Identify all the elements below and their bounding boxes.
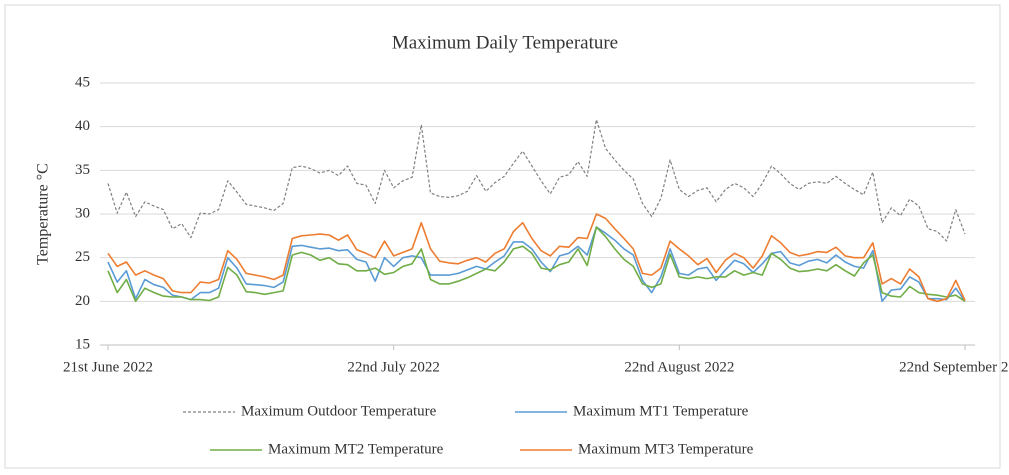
x-tick-label: 22nd July 2022 — [347, 359, 440, 375]
y-tick-label: 25 — [75, 249, 90, 265]
series-line — [107, 226, 966, 303]
legend-label: Maximum MT3 Temperature — [578, 441, 754, 457]
series-line — [107, 226, 966, 303]
legend-label: Maximum MT2 Temperature — [268, 441, 444, 457]
y-axis-label: Temperature °C — [35, 163, 52, 265]
y-tick-label: 15 — [75, 336, 90, 352]
y-tick-label: 35 — [75, 162, 90, 178]
chart-title: Maximum Daily Temperature — [392, 32, 618, 53]
legend-label: Maximum Outdoor Temperature — [241, 403, 437, 419]
y-tick-label: 30 — [75, 205, 90, 221]
y-tick-label: 45 — [75, 74, 90, 90]
x-tick-label: 21st June 2022 — [63, 359, 153, 375]
y-tick-label: 40 — [75, 118, 90, 134]
series-line — [107, 119, 966, 242]
series-line — [107, 213, 966, 303]
chart-frame — [4, 4, 1001, 469]
x-tick-label: 22nd August 2022 — [624, 359, 734, 375]
y-tick-label: 20 — [75, 293, 90, 309]
legend-label: Maximum MT1 Temperature — [573, 403, 749, 419]
x-tick-label: 22nd September 2022 — [899, 359, 1009, 375]
